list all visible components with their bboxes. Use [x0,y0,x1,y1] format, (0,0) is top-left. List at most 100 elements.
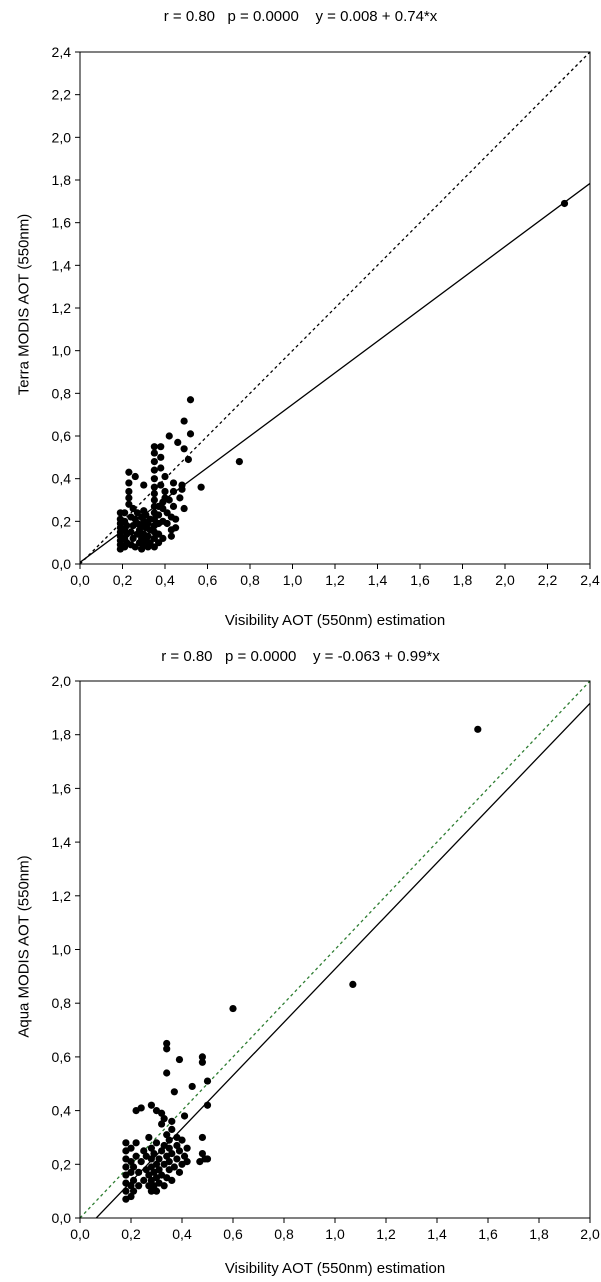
data-point [155,1155,163,1163]
data-point [150,475,158,483]
data-point [203,1101,212,1109]
data-point [198,1058,206,1066]
x-tick-label: 0,0 [70,572,90,588]
x-tick-label: 1,4 [368,572,388,588]
x-axis-label: Visibility AOT (550nm) estimation [224,1260,446,1277]
chart-title: r = 0.80 p = 0.0000 y = 0.008 + 0.74*x [163,8,438,25]
data-point [150,483,158,491]
data-point [180,1112,189,1120]
data-point [176,494,184,502]
data-point [178,1136,186,1144]
data-point [169,502,178,510]
data-point [198,1149,206,1158]
data-point [160,1115,168,1123]
y-tick-label: 1,2 [52,888,72,904]
data-point [172,524,180,532]
data-point [178,481,186,489]
x-tick-label: 2,0 [495,572,515,588]
data-point [168,1176,176,1185]
data-point [144,532,152,540]
x-tick-label: 0,0 [70,1226,90,1242]
data-point [135,1182,143,1190]
data-point [127,1192,135,1201]
data-point [163,1131,171,1139]
x-tick-label: 0,2 [113,572,133,588]
y-tick-label: 2,0 [52,129,72,145]
data-point [165,432,173,440]
y-tick-label: 0,6 [52,1049,72,1065]
data-point [150,490,158,498]
data-point [127,1168,135,1176]
data-point [165,1158,173,1166]
data-point [125,487,133,496]
data-point [165,1144,173,1152]
data-point [163,1069,171,1077]
y-tick-label: 2,0 [52,673,72,689]
data-point [152,1160,161,1168]
data-point [198,1133,206,1142]
data-point [175,1055,184,1064]
y-tick-label: 1,2 [52,300,72,316]
data-point [169,479,178,487]
data-point [157,481,165,489]
y-tick-label: 2,2 [52,87,72,103]
y-tick-label: 1,0 [52,942,72,958]
data-point [132,1152,140,1160]
x-tick-label: 1,4 [427,1226,447,1242]
x-tick-label: 0,6 [223,1226,243,1242]
data-point [122,1163,130,1171]
data-point [140,481,148,489]
data-point [174,438,182,446]
data-point [180,504,188,513]
data-point [170,1088,178,1096]
data-point [129,1187,138,1195]
data-point [157,453,165,461]
data-point [197,483,205,491]
x-tick-label: 0,8 [240,572,260,588]
data-point [180,1152,189,1160]
data-point [122,1139,130,1147]
data-point [161,487,169,496]
data-point [165,496,173,504]
data-point [157,464,165,472]
x-tick-label: 0,4 [155,572,175,588]
x-tick-label: 0,8 [274,1226,294,1242]
aqua-chart-panel: r = 0.80 p = 0.0000 y = -0.063 + 0.99*x … [0,640,601,1280]
data-point [129,1163,138,1171]
data-point [168,1117,176,1125]
data-point [163,519,171,528]
data-point [163,1039,171,1048]
data-point [175,1168,184,1176]
data-point [150,449,158,457]
y-tick-label: 1,4 [52,257,72,273]
data-point [186,396,195,404]
x-tick-label: 1,8 [453,572,473,588]
data-point [158,1120,166,1128]
y-axis-label: Terra MODIS AOT (550nm) [15,213,33,396]
data-point [127,1144,135,1152]
data-point [170,1163,178,1171]
data-point [173,1155,181,1163]
y-tick-label: 0,8 [52,995,72,1011]
data-point [127,528,135,536]
x-tick-label: 1,8 [529,1226,549,1242]
x-tick-label: 0,4 [172,1226,192,1242]
y-axis-label: Aqua MODIS AOT (550nm) [15,855,33,1038]
data-point [152,1139,161,1147]
y-tick-label: 1,8 [52,172,72,188]
data-point [175,1147,184,1155]
data-point [560,199,569,208]
data-point [147,1155,155,1163]
data-point [229,1004,237,1013]
chart-title: r = 0.80 p = 0.0000 y = -0.063 + 0.99*x [161,648,440,665]
y-tick-label: 1,8 [52,727,72,743]
x-tick-label: 1,0 [283,572,303,588]
x-tick-label: 1,6 [410,572,430,588]
data-point [168,1149,176,1158]
data-point [180,445,188,453]
y-tick-label: 1,6 [52,780,72,796]
data-point [159,534,167,543]
data-point [186,430,195,438]
data-point [180,417,188,425]
data-point [184,455,192,464]
